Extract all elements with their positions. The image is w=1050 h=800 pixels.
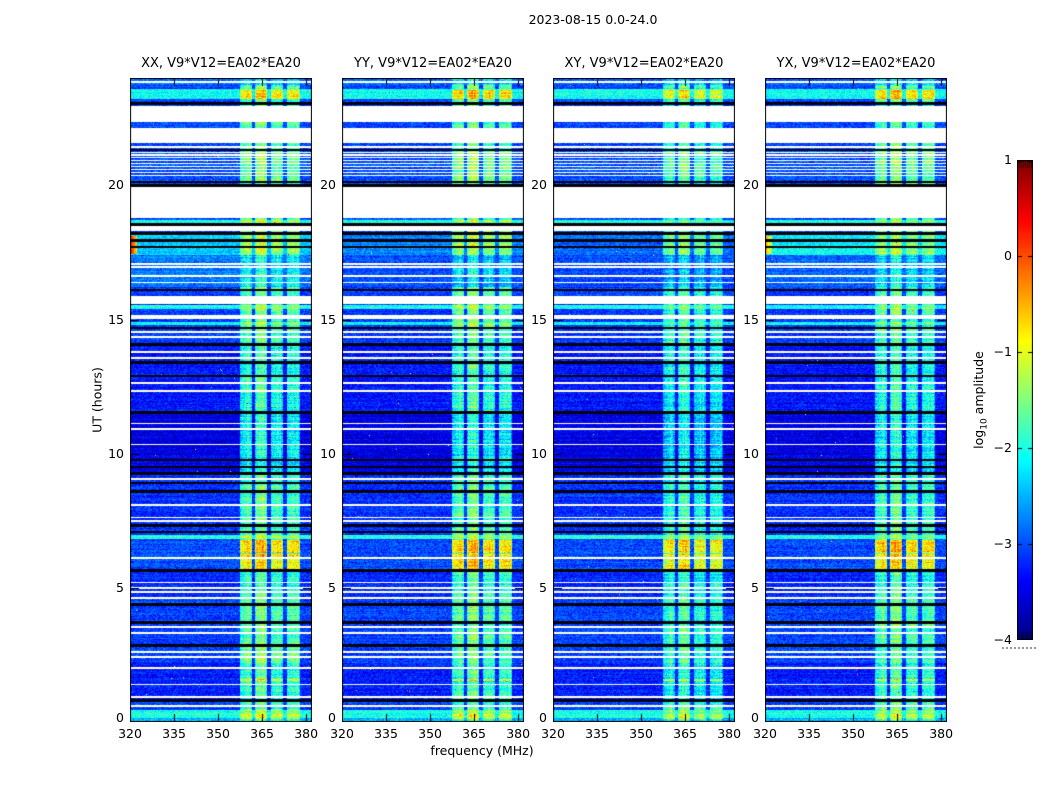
y-tick-label: 5 bbox=[328, 579, 336, 595]
x-tick-label: 335 bbox=[585, 726, 609, 741]
panel-xx: XX, V9*V12=EA02*EA20 0 5 10 15 20 320 335 350 36… bbox=[108, 0, 318, 760]
figure-title: 2023-08-15 0.0-24.0 bbox=[528, 12, 658, 27]
x-tick-label: 320 bbox=[330, 726, 354, 741]
x-axis-label: frequency (MHz) bbox=[430, 743, 534, 758]
colorbar-underflow-dots bbox=[1002, 647, 1036, 649]
x-tick-label: 380 bbox=[717, 726, 742, 741]
x-tick-label: 380 bbox=[294, 726, 319, 741]
x-tick-label: 320 bbox=[541, 726, 565, 741]
spectrogram-canvas-yx bbox=[765, 78, 947, 722]
y-tick-label: 15 bbox=[531, 311, 547, 327]
colorbar-tick-label: −2 bbox=[993, 440, 1012, 455]
x-tick-label: 380 bbox=[929, 726, 954, 741]
colorbar-tick-label: −3 bbox=[993, 536, 1012, 551]
y-tick-label: 0 bbox=[751, 710, 759, 725]
y-tick-label: 10 bbox=[743, 445, 759, 461]
x-tick-label: 380 bbox=[506, 726, 531, 741]
colorbar-tick-label: 1 bbox=[1004, 152, 1012, 167]
y-tick-label: 10 bbox=[320, 445, 336, 461]
y-tick-label: 0 bbox=[328, 710, 336, 725]
y-tick-label: 10 bbox=[531, 445, 547, 461]
x-tick-label: 365 bbox=[462, 726, 487, 741]
y-tick-label: 15 bbox=[108, 311, 124, 327]
y-tick-label: 10 bbox=[108, 445, 124, 461]
y-tick-label: 0 bbox=[116, 710, 124, 725]
y-axis-label: UT (hours) bbox=[89, 367, 105, 433]
x-tick-label: 335 bbox=[374, 726, 398, 741]
panel-yx: YX, V9*V12=EA02*EA20 0 5 10 15 20 320 335 350 36… bbox=[743, 0, 953, 760]
x-tick-label: 335 bbox=[162, 726, 186, 741]
panel-xy: XY, V9*V12=EA02*EA20 0 5 10 15 20 320 335 350 36… bbox=[531, 0, 741, 760]
spectrogram-canvas-xx bbox=[130, 78, 312, 722]
panel-yy: YY, V9*V12=EA02*EA20 0 5 10 15 20 320 335 350 36… bbox=[320, 0, 530, 760]
x-tick-label: 350 bbox=[841, 726, 865, 741]
y-tick-label: 20 bbox=[320, 177, 336, 193]
panel-title-yy: YY, V9*V12=EA02*EA20 bbox=[354, 56, 512, 71]
y-tick-label: 5 bbox=[116, 579, 124, 595]
colorbar-canvas bbox=[1017, 160, 1033, 640]
y-tick-label: 0 bbox=[539, 710, 547, 725]
y-tick-label: 20 bbox=[108, 177, 124, 193]
colorbar-tick-label: −4 bbox=[993, 632, 1012, 647]
y-tick-label: 5 bbox=[539, 579, 547, 595]
panel-title-xx: XX, V9*V12=EA02*EA20 bbox=[141, 56, 301, 71]
y-tick-label: 20 bbox=[743, 177, 759, 193]
x-tick-label: 365 bbox=[673, 726, 698, 741]
y-tick-label: 5 bbox=[751, 579, 759, 595]
x-tick-label: 350 bbox=[629, 726, 653, 741]
colorbar-tick-label: 0 bbox=[1004, 248, 1012, 263]
x-tick-label: 335 bbox=[797, 726, 821, 741]
colorbar-tick-label: −1 bbox=[993, 344, 1012, 359]
y-tick-label: 15 bbox=[320, 311, 336, 327]
spectrogram-canvas-xy bbox=[553, 78, 735, 722]
x-tick-label: 320 bbox=[118, 726, 142, 741]
colorbar: log10 amplitude 1 0 −1 −2 −3 −4 bbox=[971, 152, 1036, 649]
x-tick-label: 365 bbox=[250, 726, 275, 741]
x-tick-label: 320 bbox=[753, 726, 777, 741]
x-tick-label: 365 bbox=[885, 726, 910, 741]
y-tick-label: 20 bbox=[531, 177, 547, 193]
x-tick-label: 350 bbox=[418, 726, 442, 741]
y-tick-label: 15 bbox=[743, 311, 759, 327]
x-tick-label: 350 bbox=[206, 726, 230, 741]
panel-title-yx: YX, V9*V12=EA02*EA20 bbox=[776, 56, 936, 71]
spectrogram-canvas-yy bbox=[342, 78, 524, 722]
panel-title-xy: XY, V9*V12=EA02*EA20 bbox=[564, 56, 724, 71]
colorbar-label: log10 amplitude bbox=[970, 351, 990, 449]
